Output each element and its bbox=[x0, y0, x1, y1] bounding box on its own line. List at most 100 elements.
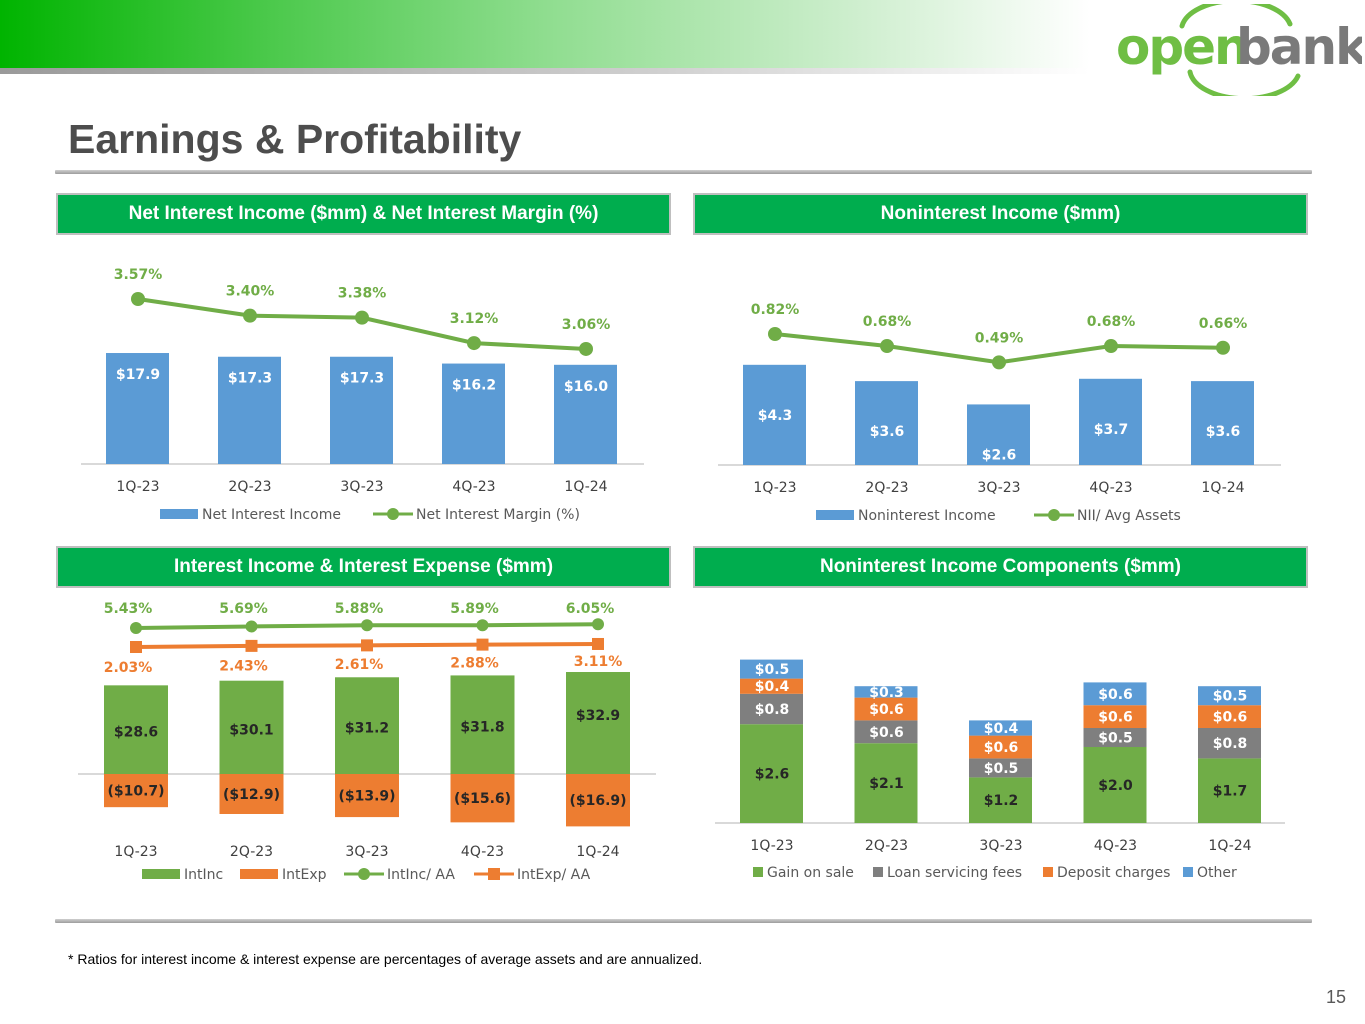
segment-label-1-3Q-23: $0.5 bbox=[984, 761, 1019, 777]
line-point-1Q-24 bbox=[579, 341, 593, 356]
segment-other-4Q-23 bbox=[1083, 682, 1147, 706]
legend-label-2: Deposit charges bbox=[1057, 865, 1170, 881]
tick-label-2Q-23: 2Q-23 bbox=[228, 479, 271, 495]
tick-label-1Q-23: 1Q-23 bbox=[750, 838, 793, 854]
line-point-1Q-23 bbox=[768, 327, 782, 341]
tick-label-1Q-23: 1Q-23 bbox=[116, 479, 159, 495]
bar-intinc-2Q-23 bbox=[219, 680, 284, 774]
point-intinc-aa-2Q-23 bbox=[245, 620, 258, 633]
segment-other-3Q-23 bbox=[969, 720, 1032, 736]
label-intinc-aa-2Q-23: 5.69% bbox=[219, 601, 268, 617]
bar-3Q-23 bbox=[330, 356, 393, 464]
segment-deposit-charges-1Q-24 bbox=[1198, 705, 1261, 728]
panel-header-nii: Net Interest Income ($mm) & Net Interest… bbox=[56, 193, 671, 235]
segment-label-2-1Q-24: $0.6 bbox=[1213, 710, 1248, 726]
tick-label-3Q-23: 3Q-23 bbox=[345, 844, 388, 860]
segment-label-3-1Q-23: $0.5 bbox=[755, 662, 790, 678]
panel-header-noninterest: Noninterest Income ($mm) bbox=[693, 193, 1308, 235]
bar-intinc-1Q-24 bbox=[566, 672, 630, 774]
label-intinc-aa-1Q-23: 5.43% bbox=[104, 601, 153, 617]
segment-label-2-4Q-23: $0.6 bbox=[1098, 710, 1133, 726]
tick-label-3Q-23: 3Q-23 bbox=[979, 838, 1022, 854]
noninterest-chart: $4.3 1Q-23 $3.6 2Q-23 $2.6 3Q-23 $3.7 4Q-23 $3.6… bbox=[693, 240, 1308, 540]
panel-header-interest: Interest Income & Interest Expense ($mm) bbox=[56, 546, 671, 588]
line-point-2Q-23 bbox=[880, 339, 894, 354]
label-intexp-aa-2Q-23: 2.43% bbox=[219, 659, 268, 675]
components-chart-svg: $2.6$0.8$0.4$0.51Q-23$2.1$0.6$0.6$0.32Q-… bbox=[715, 659, 1285, 881]
segment-gain-on-sale-1Q-23 bbox=[740, 724, 803, 823]
segment-label-1-2Q-23: $0.6 bbox=[869, 725, 904, 741]
segment-loan-servicing-fees-4Q-23 bbox=[1083, 728, 1147, 747]
bar-1Q-23 bbox=[743, 364, 806, 465]
panel-header-components: Noninterest Income Components ($mm) bbox=[693, 546, 1308, 588]
bar-intexp-4Q-23 bbox=[450, 774, 515, 823]
segment-label-0-1Q-23: $2.6 bbox=[755, 767, 790, 783]
tick-label-1Q-24: 1Q-24 bbox=[564, 479, 607, 495]
bar-label-1Q-24: $16.0 bbox=[564, 379, 609, 395]
interest-chart: $28.6 ($10.7) 1Q-23 $30.1 ($12.9) 2Q-23 $31.2 (… bbox=[56, 592, 671, 892]
segment-label-1-1Q-23: $0.8 bbox=[755, 702, 790, 718]
legend-label-0: Noninterest Income bbox=[858, 508, 996, 524]
bar-intexp-2Q-23 bbox=[219, 774, 284, 814]
bar-label-intinc-4Q-23: $31.8 bbox=[460, 720, 504, 736]
bar-label-3Q-23: $2.6 bbox=[982, 447, 1017, 463]
tick-label-1Q-23: 1Q-23 bbox=[114, 844, 157, 860]
segment-label-0-4Q-23: $2.0 bbox=[1098, 778, 1133, 794]
point-intexp-aa-2Q-23 bbox=[245, 639, 258, 652]
label-intinc-aa-3Q-23: 5.88% bbox=[335, 601, 384, 617]
bar-label-intexp-4Q-23: ($15.6) bbox=[454, 791, 511, 807]
legend-swatch-2 bbox=[1043, 867, 1053, 877]
legend-swatch-1 bbox=[240, 869, 278, 879]
point-intinc-aa-3Q-23 bbox=[361, 619, 373, 632]
label-intinc-aa-4Q-23: 5.89% bbox=[450, 601, 499, 617]
bar-intexp-3Q-23 bbox=[335, 774, 399, 818]
bar-intinc-3Q-23 bbox=[335, 677, 399, 774]
line-label-3Q-23: 3.38% bbox=[338, 286, 387, 302]
segment-gain-on-sale-4Q-23 bbox=[1083, 747, 1147, 823]
segment-loan-servicing-fees-1Q-23 bbox=[740, 693, 803, 725]
bar-4Q-23 bbox=[1079, 378, 1142, 465]
line-point-4Q-23 bbox=[467, 336, 481, 351]
legend-label-1: IntExp bbox=[282, 867, 327, 883]
bar-2Q-23 bbox=[855, 381, 918, 465]
bar-label-4Q-23: $3.7 bbox=[1094, 422, 1129, 438]
line-label-4Q-23: 3.12% bbox=[450, 311, 499, 327]
title-divider bbox=[55, 170, 1312, 174]
bar-label-1Q-24: $3.6 bbox=[1206, 424, 1241, 440]
bar-intexp-1Q-24 bbox=[566, 774, 630, 827]
legend-label-0: IntInc bbox=[184, 867, 223, 883]
bar-1Q-23 bbox=[106, 353, 169, 464]
line-label-1Q-23: 0.82% bbox=[751, 302, 800, 318]
point-intexp-aa-1Q-23 bbox=[130, 641, 142, 653]
point-intinc-aa-1Q-24 bbox=[592, 618, 604, 631]
point-intinc-aa-4Q-23 bbox=[476, 619, 489, 632]
legend-label-2: IntInc/ AA bbox=[387, 867, 455, 883]
bar-label-intexp-1Q-24: ($16.9) bbox=[569, 793, 626, 809]
bar-label-1Q-23: $17.9 bbox=[116, 367, 160, 383]
components-chart: $2.6 $0.8 $0.4 $0.5 1Q-23 $2.1 $0.6 $0.6 $0.3 2Q-… bbox=[693, 592, 1308, 892]
legend-label-1: Net Interest Margin (%) bbox=[416, 507, 580, 523]
bar-1Q-24 bbox=[1191, 381, 1254, 465]
line-point-3Q-23 bbox=[355, 310, 369, 325]
segment-loan-servicing-fees-3Q-23 bbox=[969, 758, 1032, 778]
line-label-1Q-24: 0.66% bbox=[1199, 316, 1248, 332]
segment-label-0-2Q-23: $2.1 bbox=[869, 776, 904, 792]
segment-label-3-1Q-24: $0.5 bbox=[1213, 689, 1248, 705]
segment-label-1-1Q-24: $0.8 bbox=[1213, 736, 1248, 752]
bar-label-intexp-2Q-23: ($12.9) bbox=[223, 787, 280, 803]
bar-label-intexp-3Q-23: ($13.9) bbox=[338, 789, 395, 805]
line-point-2Q-23 bbox=[243, 308, 257, 323]
legend-marker-3 bbox=[488, 868, 500, 880]
segment-loan-servicing-fees-2Q-23 bbox=[854, 720, 918, 744]
legend-label-0: Gain on sale bbox=[767, 865, 854, 881]
bar-label-4Q-23: $16.2 bbox=[452, 378, 496, 394]
line-label-2Q-23: 0.68% bbox=[863, 314, 912, 330]
line-label-1Q-24: 3.06% bbox=[562, 317, 611, 333]
line-point-1Q-24 bbox=[1216, 340, 1230, 355]
nii-chart: $17.9 1Q-23 $17.3 2Q-23 $17.3 3Q-23 $16.2 4Q-23… bbox=[56, 240, 671, 540]
segment-other-2Q-23 bbox=[854, 686, 918, 698]
line-point-1Q-23 bbox=[131, 292, 145, 306]
segment-deposit-charges-2Q-23 bbox=[854, 697, 918, 721]
segment-label-1-4Q-23: $0.5 bbox=[1098, 731, 1133, 747]
bar-label-2Q-23: $3.6 bbox=[870, 424, 905, 440]
